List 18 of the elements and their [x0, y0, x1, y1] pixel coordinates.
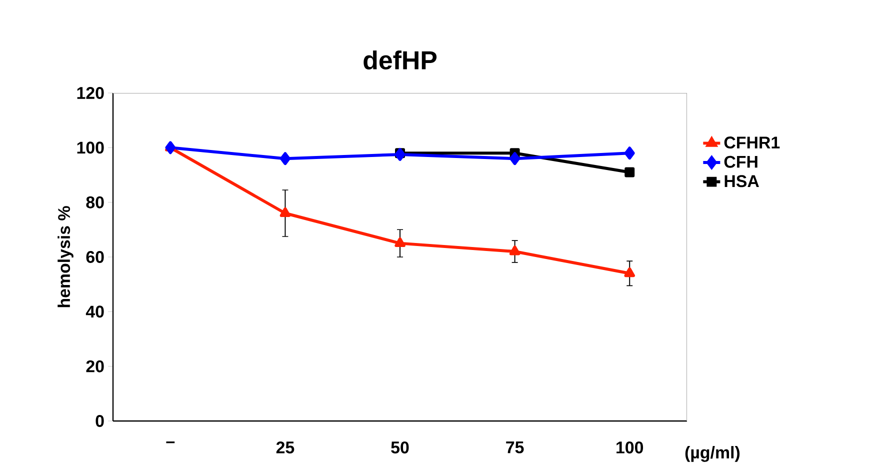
legend-label: CFHR1	[724, 136, 780, 149]
legend-label: CFH	[724, 156, 758, 168]
y-tick-label: 60	[86, 250, 104, 263]
y-tick-label: 120	[77, 86, 104, 99]
x-tick-label: 75	[506, 441, 524, 454]
chart-title: defHP	[364, 50, 437, 70]
y-tick-label: 100	[77, 142, 104, 154]
y-tick-label: 0	[96, 414, 104, 427]
x-axis-title: (µg/ml)	[685, 446, 740, 462]
y-tick-label: 20	[86, 360, 104, 372]
y-axis-title: hemolysis %	[58, 206, 74, 308]
x-tick-label: –	[166, 441, 175, 444]
legend-label: HSA	[724, 175, 759, 188]
y-tick-label: 80	[86, 196, 104, 208]
x-tick-label: 50	[391, 441, 409, 454]
x-tick-label: 100	[616, 441, 644, 454]
y-tick-label: 40	[86, 306, 104, 318]
x-tick-label: 25	[276, 441, 294, 454]
